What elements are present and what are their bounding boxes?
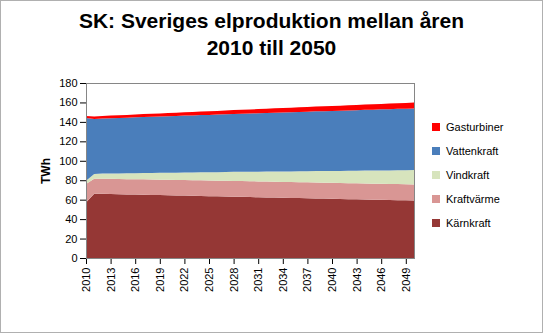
svg-text:2013: 2013 (105, 268, 117, 292)
svg-text:40: 40 (65, 213, 77, 225)
svg-text:2046: 2046 (375, 268, 387, 292)
svg-text:60: 60 (65, 194, 77, 206)
html-text:Kraftvärme: Kraftvärme (446, 193, 500, 205)
svg-text:140: 140 (59, 116, 77, 128)
svg-text:180: 180 (59, 77, 77, 89)
svg-text:2016: 2016 (129, 268, 141, 292)
html-text:Vattenkraft: Vattenkraft (446, 145, 499, 157)
svg-text:2019: 2019 (154, 268, 166, 292)
svg-text:2028: 2028 (228, 268, 240, 292)
svg-text:80: 80 (65, 174, 77, 186)
svg-text:2037: 2037 (301, 268, 313, 292)
svg-text:160: 160 (59, 96, 77, 108)
svg-text:2025: 2025 (203, 268, 215, 292)
html-text:SK: Sveriges elproduktion mell: SK: Sveriges elproduktion mellan åren 20… (78, 9, 464, 59)
svg-text:2022: 2022 (178, 268, 190, 292)
html-text:Gasturbiner: Gasturbiner (446, 121, 504, 133)
svg-text:2031: 2031 (252, 268, 264, 292)
svg-text:TWh: TWh (39, 158, 53, 184)
svg-text:2010: 2010 (80, 268, 92, 292)
svg-text:20: 20 (65, 233, 77, 245)
html-text:Vindkraft: Vindkraft (446, 169, 490, 181)
svg-text:100: 100 (59, 155, 77, 167)
svg-text:2040: 2040 (326, 268, 338, 292)
svg-text:120: 120 (59, 135, 77, 147)
svg-text:0: 0 (71, 252, 77, 264)
svg-text:2043: 2043 (351, 268, 363, 292)
svg-text:2034: 2034 (277, 268, 289, 292)
svg-text:2049: 2049 (400, 268, 412, 292)
html-text:Kärnkraft: Kärnkraft (446, 217, 491, 229)
